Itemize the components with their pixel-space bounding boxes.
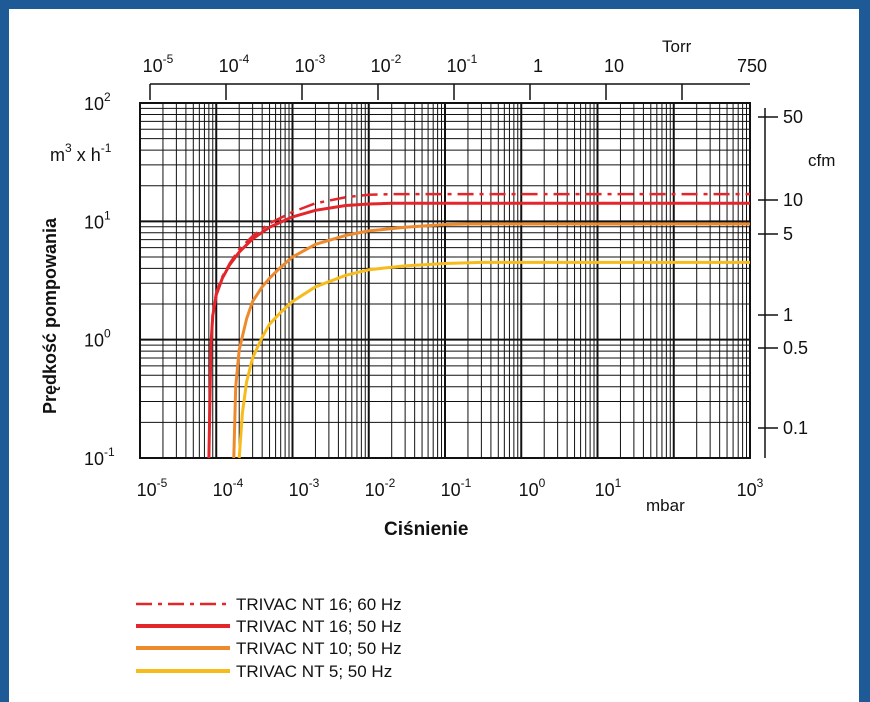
series-line-3: [232, 222, 750, 459]
right-tick-label: 0.1: [783, 418, 808, 438]
y-axis-unit: m3 x h-1: [50, 141, 112, 165]
right-tick-label: 5: [783, 224, 793, 244]
legend-label: TRIVAC NT 10; 50 Hz: [236, 639, 402, 658]
legend-label: TRIVAC NT 16; 60 Hz: [236, 595, 402, 614]
top-tick-label: 1: [533, 56, 543, 76]
x-tick-label: 10-5: [137, 476, 168, 500]
y-tick-label: 100: [84, 327, 111, 351]
right-axis-unit: cfm: [808, 151, 835, 170]
grid: [139, 103, 750, 459]
legend-label: TRIVAC NT 5; 50 Hz: [236, 662, 392, 681]
x-tick-label: 10-1: [441, 476, 472, 500]
series-line-4: [237, 260, 750, 459]
top-tick-label: 10-2: [371, 52, 402, 76]
legend: TRIVAC NT 16; 60 Hz TRIVAC NT 16; 50 Hz TR…: [136, 595, 402, 681]
y-axis-label: Prędkość pompowania: [40, 217, 60, 414]
series-line-2: [207, 201, 750, 459]
top-tick-label: 10-1: [447, 52, 478, 76]
top-tick-label: 10-4: [219, 52, 250, 76]
axes: [139, 83, 766, 459]
top-axis-unit: Torr: [662, 37, 692, 56]
right-tick-label: 0.5: [783, 338, 808, 358]
top-tick-label: 10-5: [143, 52, 174, 76]
y-axis-ticks: 10-1 100 101 102: [84, 90, 115, 469]
right-tick-label: 50: [783, 107, 803, 127]
right-tick-label: 10: [783, 190, 803, 210]
right-axis-ticks: 50 10 5 1 0.5 0.1: [758, 107, 808, 438]
series: [207, 192, 750, 459]
right-tick-label: 1: [783, 305, 793, 325]
y-tick-label: 102: [84, 90, 111, 114]
series-line-1: [207, 192, 750, 459]
top-tick-label: 10-3: [295, 52, 326, 76]
x-tick-label: 101: [595, 476, 622, 500]
x-axis-label: Ciśnienie: [384, 519, 468, 540]
x-tick-label: 100: [519, 476, 546, 500]
legend-label: TRIVAC NT 16; 50 Hz: [236, 617, 402, 636]
y-tick-label: 10-1: [84, 445, 115, 469]
top-tick-label: 750: [737, 56, 767, 76]
top-axis-ticks: 10-5 10-4 10-3 10-2 10-1 1 10 750: [143, 52, 767, 100]
x-axis-unit: mbar: [646, 496, 685, 515]
x-tick-label: 103: [737, 476, 764, 500]
x-tick-label: 10-4: [213, 476, 244, 500]
x-tick-label: 10-2: [365, 476, 396, 500]
x-axis-ticks: 10-5 10-4 10-3 10-2 10-1 100 101 103: [137, 476, 764, 500]
plot-area-border: [139, 102, 751, 459]
top-tick-label: 10: [604, 56, 624, 76]
y-tick-label: 101: [84, 208, 111, 232]
x-tick-label: 10-3: [289, 476, 320, 500]
